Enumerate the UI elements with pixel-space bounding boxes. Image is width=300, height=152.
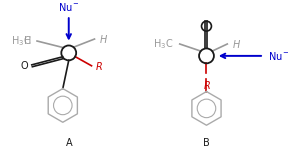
Text: $\mathsf{H_3C}$: $\mathsf{H_3C}$ <box>11 34 31 48</box>
Text: $\mathsf{Nu}^-$: $\mathsf{Nu}^-$ <box>268 50 290 62</box>
Text: B: B <box>203 138 210 148</box>
Text: $\mathit{R}$: $\mathit{R}$ <box>95 60 104 72</box>
Text: $\mathit{H}$: $\mathit{H}$ <box>100 33 109 45</box>
Text: $\mathsf{Nu}^-$: $\mathsf{Nu}^-$ <box>58 1 80 13</box>
Text: A: A <box>65 138 72 148</box>
Text: $\mathit{R}$: $\mathit{R}$ <box>202 79 210 91</box>
Text: $\mathsf{H_3C}$: $\mathsf{H_3C}$ <box>154 37 174 51</box>
Text: O: O <box>20 61 28 71</box>
Text: $\mathit{H}$: $\mathit{H}$ <box>232 38 241 50</box>
Text: H: H <box>24 36 31 46</box>
